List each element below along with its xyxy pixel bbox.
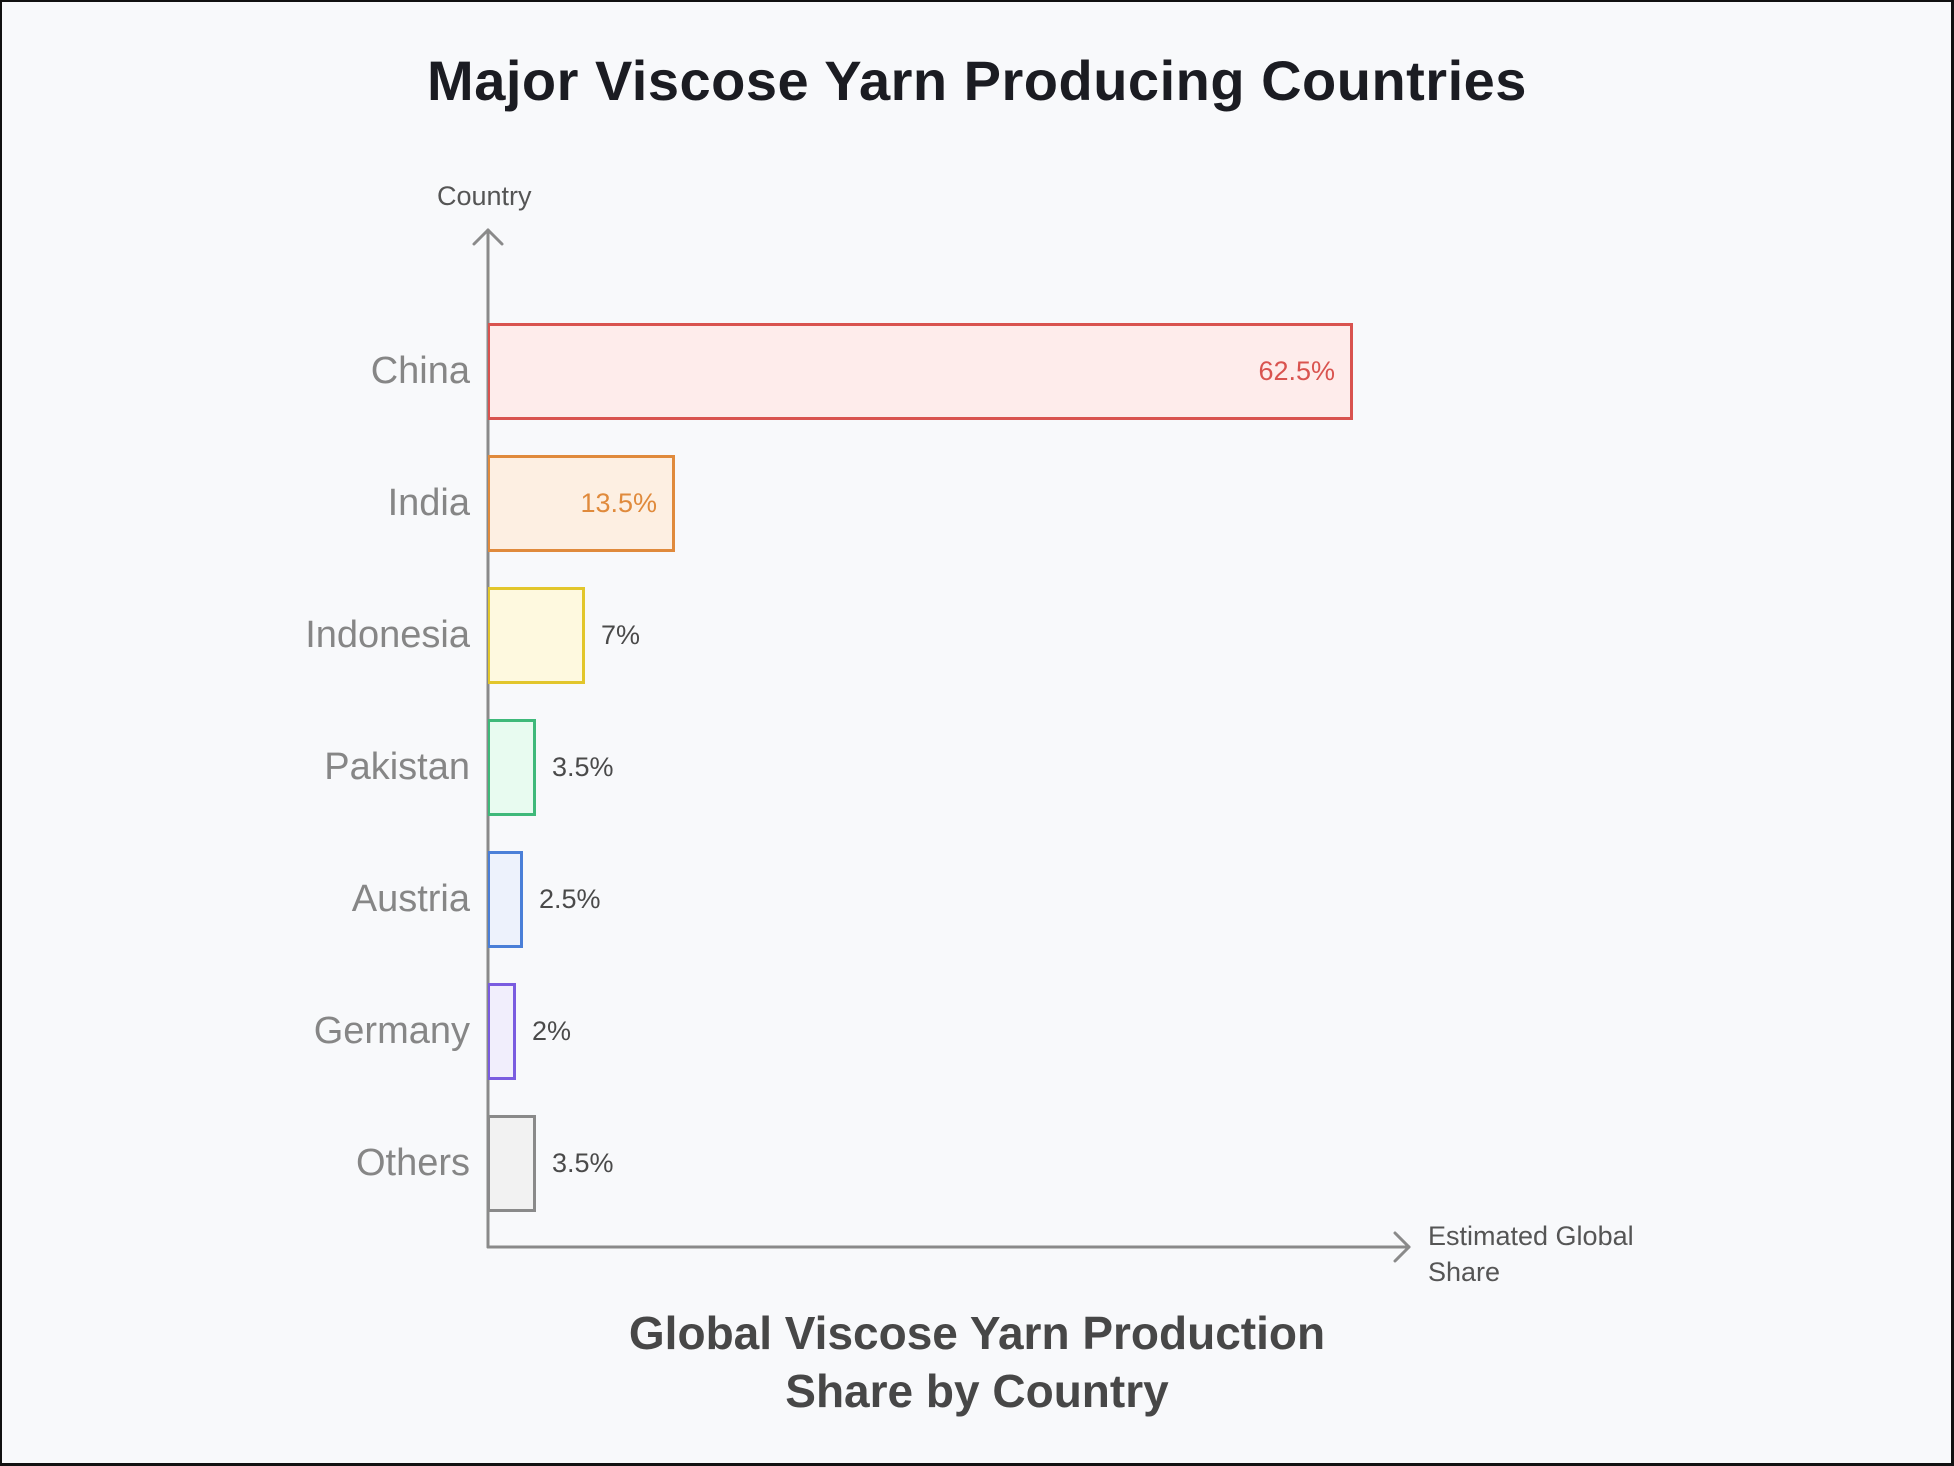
category-label: Indonesia	[305, 614, 470, 656]
bar-row-india: India 13.5%	[0, 455, 1954, 552]
bar-row-china: China 62.5%	[0, 323, 1954, 420]
chart-title: Major Viscose Yarn Producing Countries	[427, 49, 1527, 112]
value-label: 62.5%	[1258, 356, 1335, 386]
value-label: 2.5%	[539, 884, 601, 914]
category-label: Austria	[351, 878, 470, 920]
bar[interactable]	[488, 719, 536, 816]
x-axis-label: Estimated Global Share	[1428, 1221, 1634, 1287]
bar-row-indonesia: Indonesia 7%	[0, 587, 1954, 684]
category-label: Germany	[313, 1010, 470, 1052]
bar[interactable]	[488, 983, 516, 1080]
value-label: 13.5%	[580, 488, 657, 518]
subtitle-line-2: Share by Country	[785, 1365, 1169, 1417]
category-label: Pakistan	[324, 746, 470, 788]
y-axis-arrow-icon	[472, 228, 504, 246]
bar[interactable]	[488, 1115, 536, 1212]
bar[interactable]	[488, 323, 1353, 420]
category-label: China	[370, 350, 470, 392]
category-label: Others	[355, 1142, 470, 1184]
x-axis-arrow-icon	[1393, 1231, 1411, 1263]
bar-row-others: Others 3.5%	[0, 1115, 1954, 1212]
y-axis-label: Country	[437, 181, 532, 211]
bar-row-germany: Germany 2%	[0, 983, 1954, 1080]
value-label: 3.5%	[552, 752, 614, 782]
category-label: India	[387, 482, 470, 524]
bar[interactable]	[488, 587, 585, 684]
bar[interactable]	[488, 851, 523, 948]
value-label: 2%	[532, 1016, 572, 1046]
bar-row-pakistan: Pakistan 3.5%	[0, 719, 1954, 816]
value-label: 7%	[601, 620, 641, 650]
chart-subtitle: Global Viscose Yarn Production Share by …	[0, 1304, 1954, 1420]
subtitle-line-1: Global Viscose Yarn Production	[628, 1307, 1326, 1359]
x-axis	[486, 1231, 1411, 1263]
bar-row-austria: Austria 2.5%	[0, 851, 1954, 948]
value-label: 3.5%	[552, 1148, 614, 1178]
bar[interactable]	[488, 455, 675, 552]
